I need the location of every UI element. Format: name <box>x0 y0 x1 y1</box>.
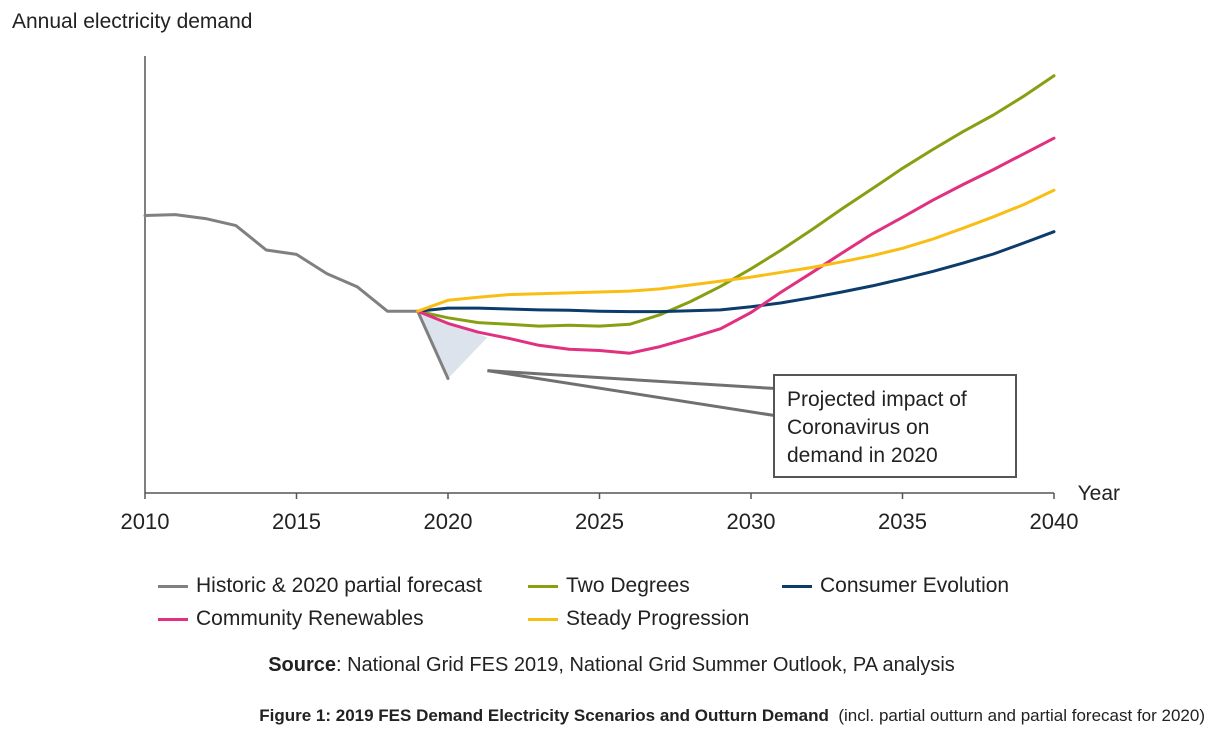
x-tick-label-2030: 2030 <box>727 509 776 534</box>
chart-series <box>143 74 1056 380</box>
x-tick-label-2020: 2020 <box>424 509 473 534</box>
legend-label-consumer-evolution: Consumer Evolution <box>820 574 1010 597</box>
callout-line-3: demand in 2020 <box>787 444 938 467</box>
x-tick-label-2015: 2015 <box>272 509 321 534</box>
legend-item-two-degrees: Two Degrees <box>528 574 690 598</box>
chart-legend: Historic & 2020 partial forecast Two Deg… <box>158 574 1058 644</box>
legend-item-consumer-evolution: Consumer Evolution <box>782 574 1009 598</box>
legend-item-steady-progression: Steady Progression <box>528 607 749 631</box>
chart-axes <box>144 56 1055 499</box>
y-axis-label: Annual electricity demand <box>12 10 253 33</box>
callout-line-1: Projected impact of <box>787 388 967 411</box>
series-line-community-renewables <box>416 136 1056 355</box>
legend-label-historic: Historic & 2020 partial forecast <box>196 574 482 597</box>
legend-label-community-renewables: Community Renewables <box>196 607 424 630</box>
legend-swatch-historic <box>158 584 188 588</box>
source-label: Source <box>268 654 336 676</box>
caption-title: Figure 1: 2019 FES Demand Electricity Sc… <box>259 706 829 725</box>
x-tick-label-2035: 2035 <box>878 509 927 534</box>
source-text: : National Grid FES 2019, National Grid … <box>336 654 955 676</box>
annotation-pointer-2 <box>487 369 776 418</box>
caption-note: (incl. partial outturn and partial forec… <box>828 706 1205 725</box>
annotation-pointer-1 <box>487 369 776 391</box>
coronavirus-impact-region <box>417 311 488 379</box>
legend-swatch-steady-progression <box>528 617 558 621</box>
annotation-callout: Projected impact of Coronavirus on deman… <box>773 374 1017 478</box>
series-line-steady-progression <box>416 188 1056 313</box>
series-line-historic-2020-partial-forecast <box>143 213 450 380</box>
x-tick-label-2010: 2010 <box>121 509 170 534</box>
legend-swatch-two-degrees <box>528 584 558 588</box>
callout-line-2: Coronavirus on <box>787 416 930 439</box>
figure-caption: Figure 1: 2019 FES Demand Electricity Sc… <box>259 706 1205 726</box>
series-line-two-degrees <box>416 74 1056 328</box>
legend-label-two-degrees: Two Degrees <box>566 574 690 597</box>
source-note: Source: National Grid FES 2019, National… <box>0 654 1223 677</box>
legend-swatch-community-renewables <box>158 617 188 621</box>
legend-item-community-renewables: Community Renewables <box>158 607 424 631</box>
series-line-consumer-evolution <box>416 230 1056 314</box>
legend-label-steady-progression: Steady Progression <box>566 607 750 630</box>
impact-shade <box>417 311 488 379</box>
legend-item-historic: Historic & 2020 partial forecast <box>158 574 482 598</box>
annotation-pointers <box>487 369 776 418</box>
x-tick-labels: 2010 2015 2020 2025 2030 2035 2040 <box>121 509 1079 534</box>
legend-swatch-consumer-evolution <box>782 584 812 588</box>
x-tick-label-2040: 2040 <box>1030 509 1079 534</box>
x-axis-label: Year <box>1078 482 1120 505</box>
x-tick-label-2025: 2025 <box>575 509 624 534</box>
